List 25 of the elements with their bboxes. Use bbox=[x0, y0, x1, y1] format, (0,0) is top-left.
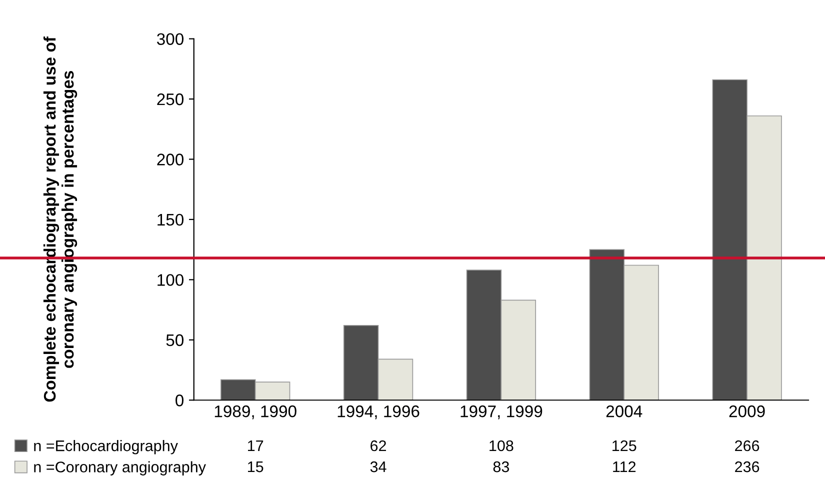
data-label: 83 bbox=[493, 461, 510, 472]
x-tick-label: 1997, 1999 bbox=[460, 405, 542, 420]
y-tick-label: 100 bbox=[158, 274, 184, 286]
data-label: 236 bbox=[735, 461, 760, 472]
legend-label: n =Echocardiography bbox=[34, 440, 178, 454]
x-tick-label: 2004 bbox=[606, 405, 642, 418]
data-label: 62 bbox=[370, 440, 386, 452]
y-axis-title: Complete echocardiography report and use of coronary angiography in percentages bbox=[43, 36, 78, 402]
legend-label: n =Coronary angiography bbox=[34, 461, 206, 476]
data-label: 108 bbox=[490, 440, 514, 452]
data-label: 112 bbox=[613, 461, 636, 472]
y-tick-label: 200 bbox=[157, 154, 184, 166]
data-label: 34 bbox=[370, 461, 386, 472]
y-tick-label: 50 bbox=[166, 334, 184, 346]
data-label: 17 bbox=[248, 440, 264, 452]
x-tick-label: 2009 bbox=[729, 405, 765, 418]
y-tick-label: 150 bbox=[158, 214, 184, 226]
x-tick-label: 1994, 1996 bbox=[338, 405, 420, 420]
x-tick-label: 1989, 1990 bbox=[214, 405, 296, 420]
y-tick-label: 250 bbox=[157, 93, 184, 106]
data-label: 125 bbox=[612, 440, 636, 452]
y-tick-label: 300 bbox=[156, 33, 184, 46]
data-label: 15 bbox=[248, 462, 264, 472]
y-tick-label: 0 bbox=[176, 394, 184, 406]
data-label: 266 bbox=[735, 440, 760, 452]
